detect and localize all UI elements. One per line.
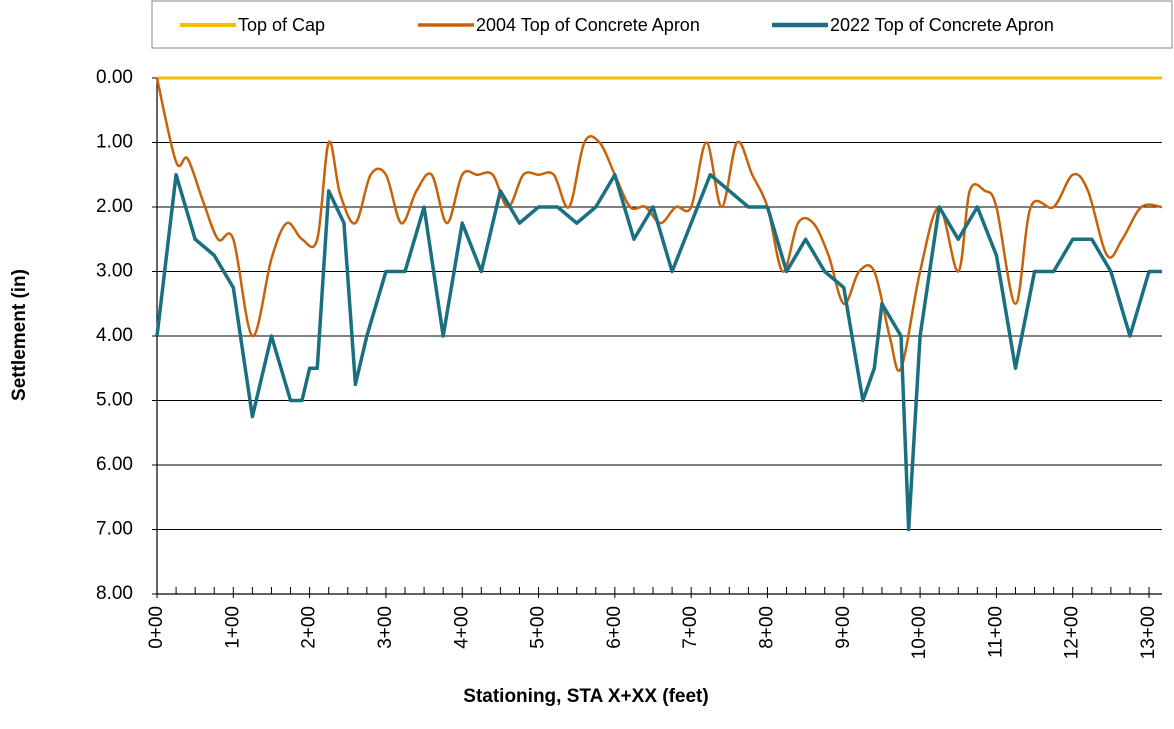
- y-tick-label: 1.00: [96, 132, 133, 153]
- x-tick-label: 3+00: [375, 606, 396, 649]
- y-tick-label: 3.00: [96, 261, 133, 282]
- legend-label: 2004 Top of Concrete Apron: [476, 15, 700, 35]
- x-tick-label: 10+00: [909, 606, 930, 659]
- x-tick-label: 9+00: [833, 606, 854, 649]
- y-tick-label: 4.00: [96, 325, 133, 346]
- y-tick-label: 5.00: [96, 390, 133, 411]
- x-tick-label: 4+00: [451, 606, 472, 649]
- y-tick-label: 0.00: [96, 67, 133, 88]
- x-tick-label: 0+00: [146, 606, 167, 649]
- x-tick-label: 7+00: [680, 606, 701, 649]
- x-tick-label: 2+00: [299, 606, 320, 649]
- y-tick-label: 6.00: [96, 454, 133, 475]
- x-tick-label: 5+00: [528, 606, 549, 649]
- x-tick-label: 6+00: [604, 606, 625, 649]
- y-axis-title: Settlement (in): [9, 269, 30, 401]
- x-tick-label: 1+00: [222, 606, 243, 649]
- y-tick-label: 7.00: [96, 519, 133, 540]
- x-tick-label: 11+00: [985, 606, 1006, 658]
- x-tick-label: 8+00: [756, 606, 777, 649]
- series-line: [155, 173, 1162, 532]
- y-tick-label: 8.00: [96, 583, 133, 604]
- x-tick-label: 13+00: [1138, 606, 1159, 659]
- legend-label: 2022 Top of Concrete Apron: [830, 15, 1054, 35]
- x-tick-label: 12+00: [1062, 606, 1083, 659]
- legend-box: [151, 0, 1173, 49]
- legend-label: Top of Cap: [238, 15, 325, 35]
- y-tick-label: 2.00: [96, 196, 133, 217]
- x-axis-title: Stationing, STA X+XX (feet): [463, 686, 708, 707]
